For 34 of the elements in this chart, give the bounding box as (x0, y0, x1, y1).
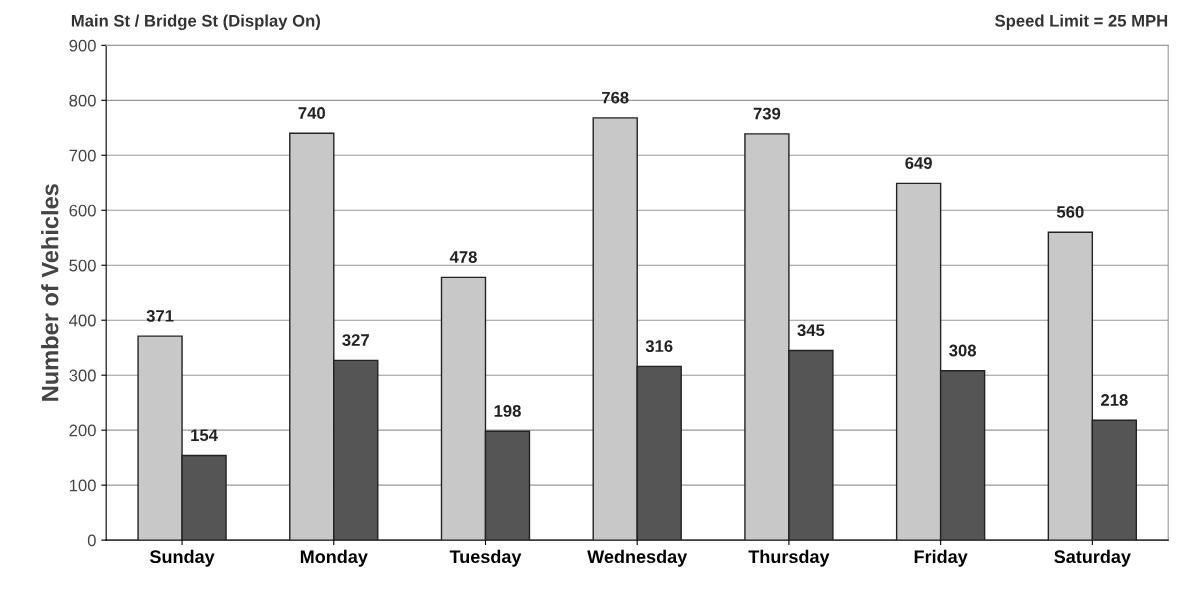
y-tick-label: 800 (69, 94, 96, 107)
x-tick-label: Wednesday (587, 549, 688, 567)
data-label: 327 (342, 334, 369, 346)
x-tick-label: Tuesday (449, 549, 522, 567)
data-label: 371 (146, 309, 174, 322)
x-tick-label: Thursday (748, 549, 830, 567)
data-label: 768 (602, 91, 629, 104)
data-label: 316 (645, 340, 673, 353)
y-tick-label: 900 (69, 39, 96, 52)
data-label: 649 (905, 157, 932, 169)
y-tick-label: 500 (69, 259, 96, 272)
chart-title: Main St / Bridge St (Display On) (71, 14, 320, 31)
x-tick-label: Friday (914, 549, 968, 567)
data-label: 154 (191, 429, 218, 442)
x-tick-label: Sunday (149, 549, 215, 567)
data-label: 478 (449, 251, 477, 263)
x-tick-label: Saturday (1054, 549, 1131, 567)
data-label: 560 (1056, 206, 1084, 218)
data-label: 198 (494, 405, 521, 417)
y-tick-label: 300 (69, 369, 96, 382)
y-axis-title: Number of Vehicles (41, 184, 59, 401)
data-label: 739 (753, 107, 781, 120)
y-tick-label: 0 (87, 534, 96, 547)
y-tick-label: 200 (69, 424, 96, 437)
text: Speed Limit = 25 MPH (995, 14, 1168, 30)
y-tick-label: 600 (69, 204, 96, 217)
data-label: 740 (298, 107, 325, 119)
y-tick-label: 100 (69, 479, 96, 492)
y-tick-label: 700 (69, 149, 96, 162)
x-tick-label: Monday (300, 549, 368, 567)
data-label: 308 (949, 344, 977, 357)
data-label: 345 (797, 324, 825, 337)
data-label: 218 (1101, 394, 1128, 406)
y-tick-label: 400 (69, 314, 96, 327)
